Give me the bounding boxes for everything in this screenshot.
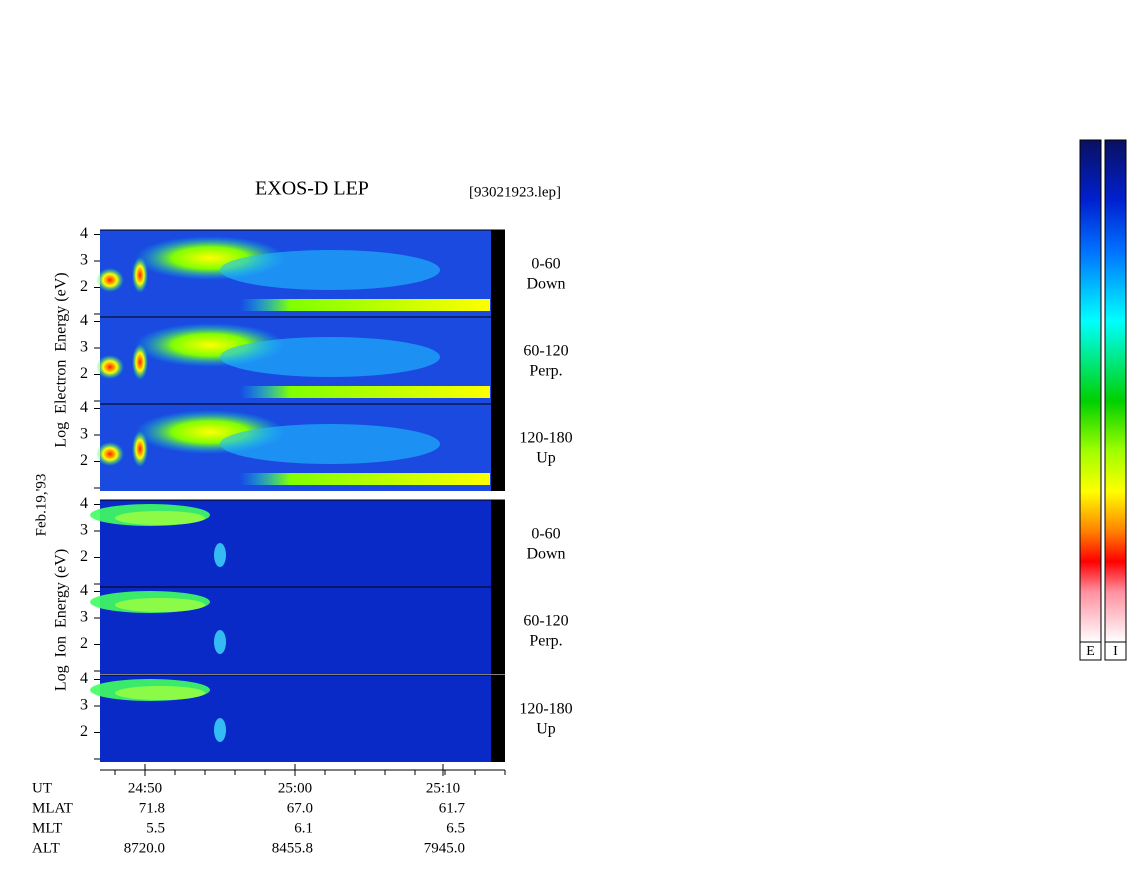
colorbar-label: E [1086, 644, 1095, 659]
panel-direction: Perp. [529, 633, 562, 650]
panel-direction: Perp. [529, 363, 562, 380]
y-tick-label: 3 [80, 522, 88, 539]
y-tick-label: 3 [80, 697, 88, 714]
flux-blob [115, 598, 205, 612]
flux-blob [214, 630, 226, 654]
row-value: 8720.0 [124, 840, 165, 856]
date-label: Feb.19,'93 [33, 474, 49, 537]
flux-band [240, 386, 490, 398]
flux-blob [220, 250, 440, 290]
file-name: [93021923.lep] [469, 184, 561, 200]
flux-blob [214, 543, 226, 567]
y-tick-label: 4 [80, 495, 88, 512]
data-gap [491, 675, 505, 762]
colorbar-label: I [1113, 644, 1118, 659]
flux-blob [214, 718, 226, 742]
row-value: 7945.0 [424, 840, 465, 856]
panel-direction: Down [526, 546, 565, 563]
row-label: UT [32, 780, 52, 796]
flux-blob [220, 424, 440, 464]
y-tick-label: 3 [80, 252, 88, 269]
y-tick-label: 3 [80, 426, 88, 443]
flux-blob [115, 511, 205, 525]
row-value: 61.7 [439, 800, 466, 816]
row-label: MLT [32, 820, 62, 836]
electron-axis-label: Log Electron Energy (eV) [53, 272, 70, 447]
data-gap [491, 587, 505, 674]
row-value: 6.1 [294, 820, 313, 836]
row-value: 25:00 [278, 780, 312, 796]
flux-blob [96, 442, 124, 466]
y-tick-label: 4 [80, 312, 88, 329]
row-label: ALT [32, 840, 60, 856]
y-tick-label: 2 [80, 365, 88, 382]
colorbar [1079, 139, 1102, 643]
y-tick-label: 3 [80, 609, 88, 626]
panel-angle: 120-180 [519, 701, 572, 718]
y-tick-label: 2 [80, 452, 88, 469]
flux-band [240, 473, 490, 485]
y-tick-label: 4 [80, 670, 88, 687]
y-tick-label: 4 [80, 582, 88, 599]
panel-angle: 60-120 [523, 343, 568, 360]
flux-blob [220, 337, 440, 377]
panel-direction: Up [536, 721, 556, 738]
flux-blob [132, 257, 148, 293]
y-tick-label: 3 [80, 339, 88, 356]
row-value: 71.8 [139, 800, 165, 816]
row-value: 25:10 [426, 780, 460, 796]
panel-angle: 0-60 [531, 526, 560, 543]
panel-direction: Down [526, 276, 565, 293]
flux-blob [132, 344, 148, 380]
flux-blob [115, 686, 205, 700]
y-tick-label: 2 [80, 548, 88, 565]
flux-blob [96, 268, 124, 292]
y-tick-label: 2 [80, 278, 88, 295]
colorbar-label-box [1104, 641, 1127, 661]
flux-band [240, 299, 490, 311]
panel-angle: 120-180 [519, 430, 572, 447]
row-label: MLAT [32, 800, 73, 816]
flux-blob [132, 431, 148, 467]
flux-blob [96, 355, 124, 379]
y-tick-label: 4 [80, 225, 88, 242]
row-value: 8455.8 [272, 840, 313, 856]
colorbar-label-box [1079, 641, 1102, 661]
colorbar [1104, 139, 1127, 643]
data-gap [491, 500, 505, 587]
y-tick-label: 2 [80, 723, 88, 740]
title: EXOS-D LEP [255, 178, 369, 200]
data-gap [491, 404, 505, 491]
panel-angle: 0-60 [531, 256, 560, 273]
row-value: 5.5 [146, 820, 165, 836]
panel-direction: Up [536, 450, 556, 467]
row-value: 67.0 [287, 800, 313, 816]
y-tick-label: 2 [80, 635, 88, 652]
data-gap [491, 317, 505, 404]
data-gap [491, 230, 505, 317]
row-value: 6.5 [446, 820, 465, 836]
panel-angle: 60-120 [523, 613, 568, 630]
y-tick-label: 4 [80, 399, 88, 416]
ion-axis-label: Log Ion Energy (eV) [53, 549, 70, 691]
row-value: 24:50 [128, 780, 162, 796]
